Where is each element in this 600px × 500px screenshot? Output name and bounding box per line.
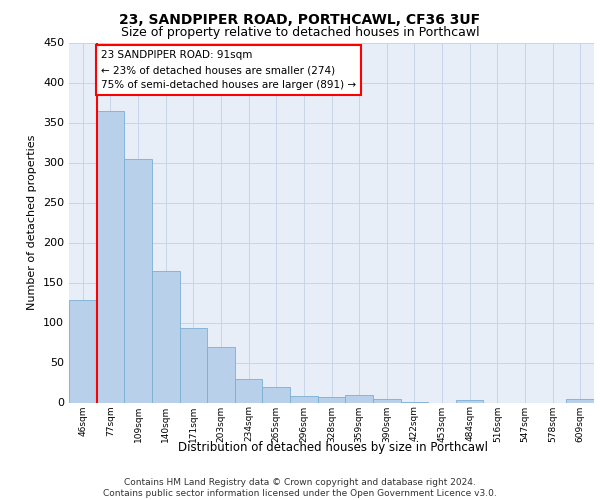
Bar [346,396,373,402]
Bar [317,397,346,402]
Text: Distribution of detached houses by size in Porthcawl: Distribution of detached houses by size … [178,441,488,454]
Bar [179,328,207,402]
Bar [207,346,235,403]
Bar [97,110,124,403]
Bar [152,270,179,402]
Bar [566,400,594,402]
Bar [262,386,290,402]
Text: Contains HM Land Registry data © Crown copyright and database right 2024.
Contai: Contains HM Land Registry data © Crown c… [103,478,497,498]
Y-axis label: Number of detached properties: Number of detached properties [28,135,37,310]
Text: Size of property relative to detached houses in Porthcawl: Size of property relative to detached ho… [121,26,479,39]
Bar [124,160,152,402]
Bar [373,400,401,402]
Text: 23 SANDPIPER ROAD: 91sqm
← 23% of detached houses are smaller (274)
75% of semi-: 23 SANDPIPER ROAD: 91sqm ← 23% of detach… [101,50,356,90]
Bar [456,400,484,402]
Bar [235,378,262,402]
Bar [69,300,97,402]
Text: 23, SANDPIPER ROAD, PORTHCAWL, CF36 3UF: 23, SANDPIPER ROAD, PORTHCAWL, CF36 3UF [119,12,481,26]
Bar [290,396,317,402]
